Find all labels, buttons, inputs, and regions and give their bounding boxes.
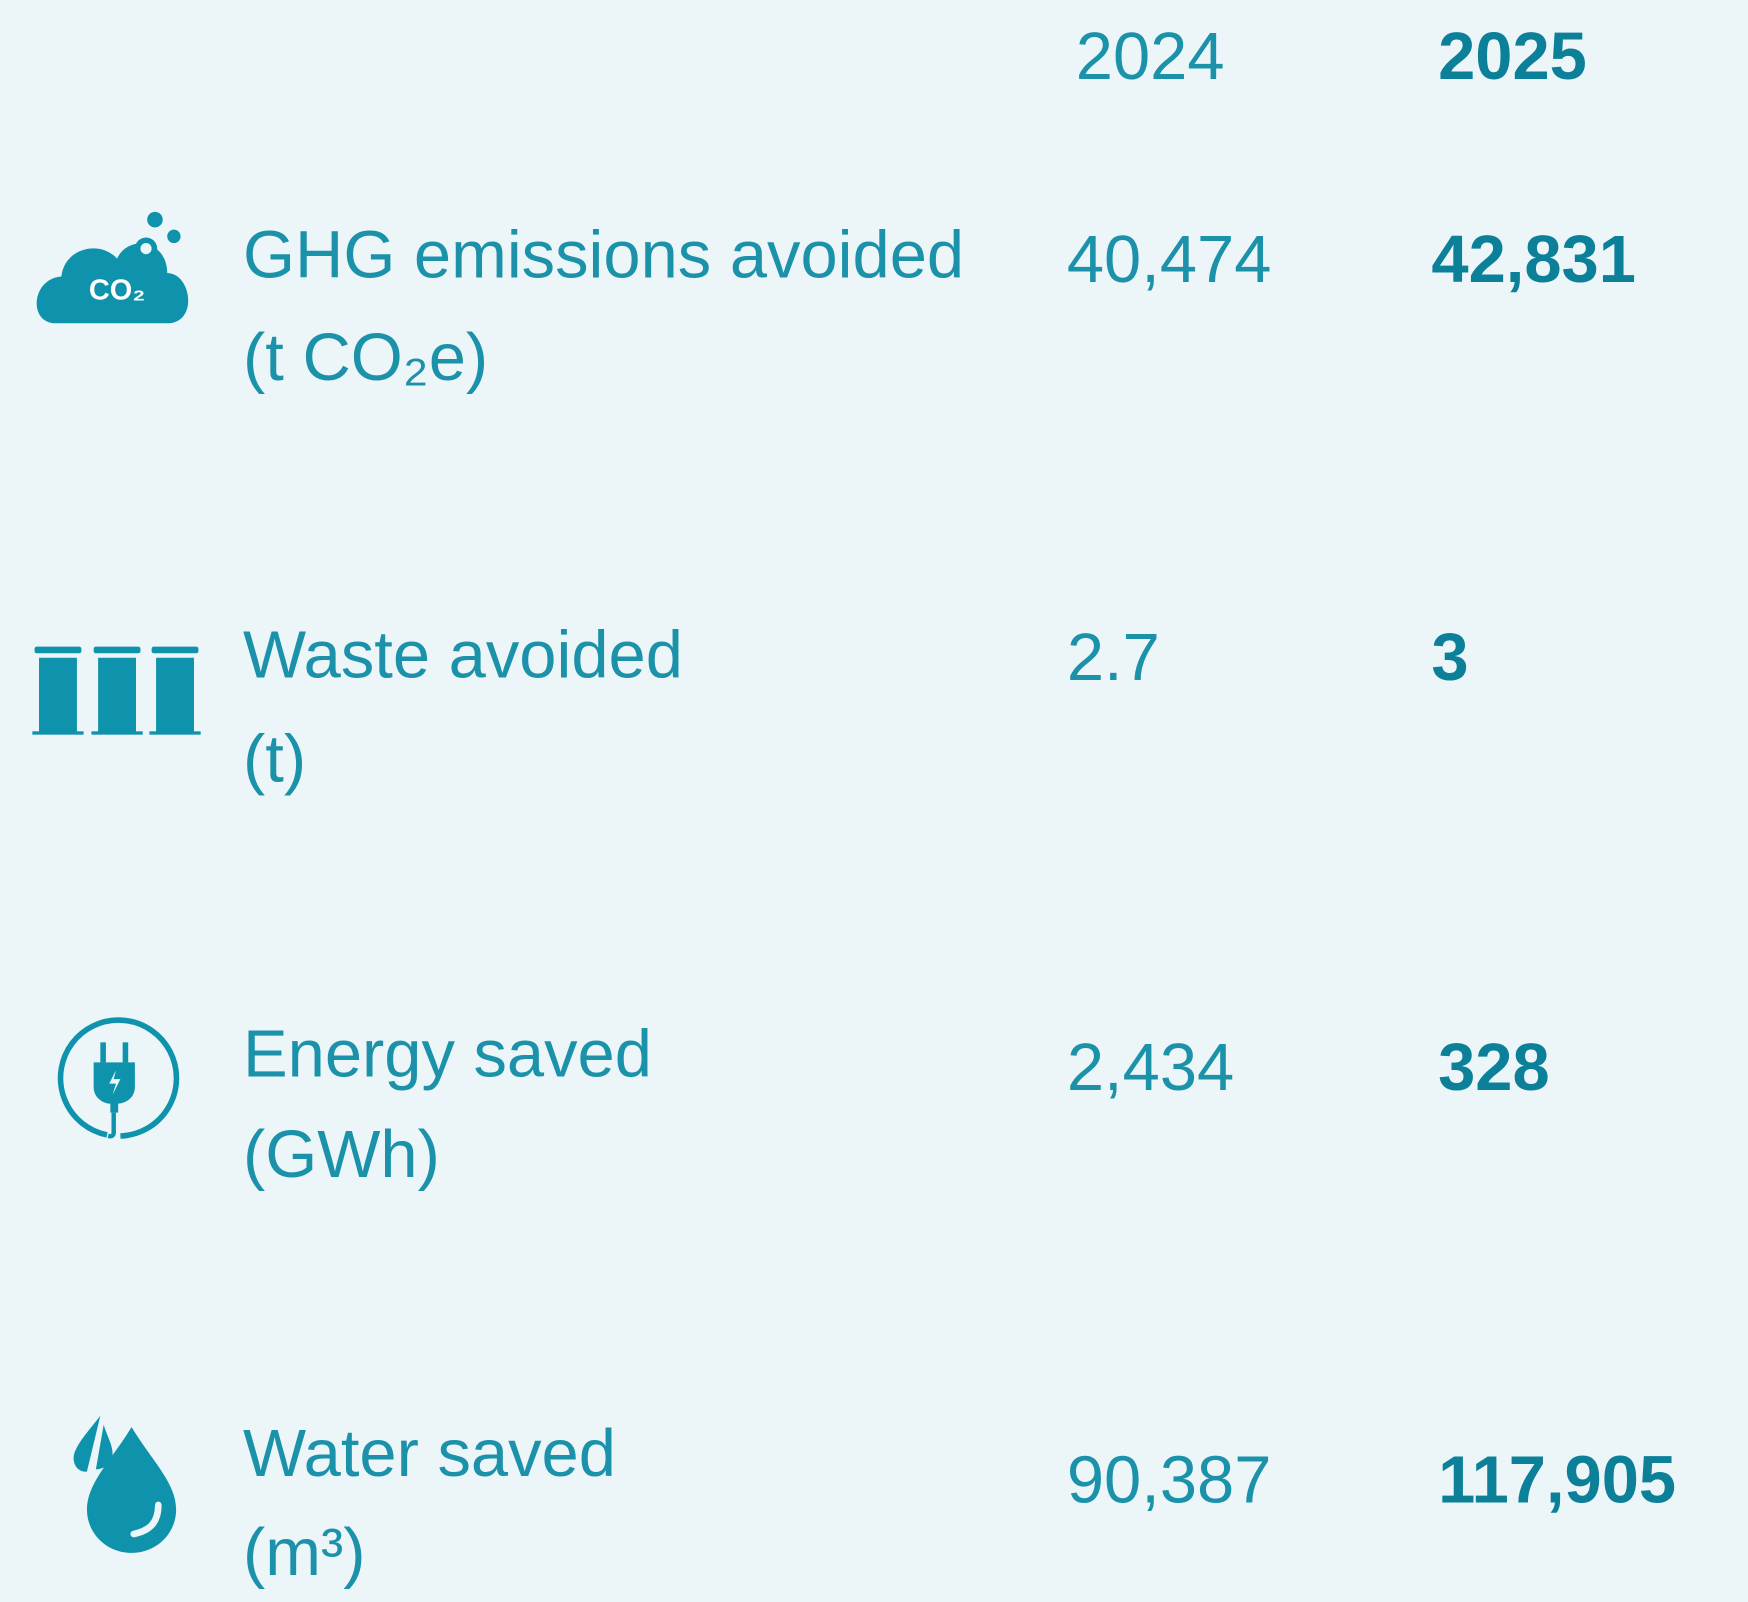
value-2025: 328 <box>1438 1030 1550 1105</box>
bins-icon <box>32 646 201 735</box>
row-label: GHG emissions avoided <box>243 217 964 292</box>
icon-text: CO₂ <box>89 275 145 307</box>
value-2025: 42,831 <box>1431 222 1636 297</box>
row-label: Waste avoided <box>243 618 683 693</box>
row-unit: (t) <box>243 721 306 796</box>
value-2024: 2,434 <box>1067 1030 1234 1105</box>
value-2025: 117,905 <box>1438 1443 1676 1518</box>
header-2025: 2025 <box>1438 19 1587 94</box>
water-icon <box>73 1415 177 1553</box>
co2-icon: CO₂ <box>36 211 189 324</box>
value-2024: 2.7 <box>1067 620 1160 695</box>
row-unit: (t CO₂e) <box>243 320 488 395</box>
row-label: Water saved <box>243 1416 616 1491</box>
value-2024: 90,387 <box>1067 1443 1272 1518</box>
row-label: Energy saved <box>243 1017 652 1092</box>
plug-icon <box>57 1017 180 1139</box>
row-unit: (GWh) <box>243 1117 440 1192</box>
row-unit: (m³) <box>243 1515 366 1590</box>
value-2024: 40,474 <box>1067 222 1272 297</box>
value-2025: 3 <box>1431 620 1468 695</box>
header-2024: 2024 <box>1076 19 1225 94</box>
